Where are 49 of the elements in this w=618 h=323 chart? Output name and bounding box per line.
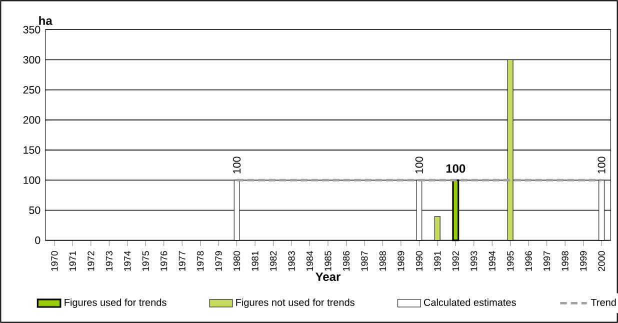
x-tick-label: 1986 [342,251,350,271]
y-tick-label: 350 [23,26,40,34]
x-tick-label: 1975 [142,251,149,271]
y-tick-label: 0 [35,236,40,244]
x-axis-title: Year [316,272,341,282]
x-tick-label: 1979 [215,251,222,271]
x-tick-label: 1994 [488,251,496,271]
x-tick-label: 1985 [324,251,332,271]
x-tick-label: 1981 [252,251,258,271]
x-tick-label: 1997 [544,251,550,271]
data-label: 100 [415,156,423,174]
x-tick-label: 1977 [178,251,186,271]
x-tick-label: 1976 [160,251,168,271]
x-tick-label: 1980 [234,251,240,271]
x-tick-label: 1982 [270,251,277,271]
legend-label: Trend [590,298,616,306]
data-label: 100 [598,156,606,174]
y-tick-label: 200 [23,116,40,124]
y-tick-label: 250 [23,86,40,94]
legend-label: Calculated estimates [424,298,516,306]
x-tick-label: 2000 [598,251,605,272]
x-tick-label: 1984 [306,251,314,271]
x-tick-label: 1972 [88,251,94,271]
x-tick-label: 1978 [197,251,204,271]
x-tick-label: 1971 [69,251,76,271]
x-tick-label: 1974 [124,251,131,271]
x-tick-label: 1990 [416,251,422,271]
x-tick-label: 1993 [470,251,478,271]
x-tick-label: 1999 [580,251,587,271]
x-tick-label: 1987 [361,251,368,271]
x-tick-label: 1983 [288,251,295,271]
data-label: 100 [233,156,241,174]
x-tick-label: 1998 [562,251,568,271]
y-axis-title: ha [39,16,52,25]
y-tick-label: 50 [29,206,40,214]
x-tick-label: 1995 [507,251,514,271]
y-tick-label: 100 [24,176,40,184]
data-label: 100 [446,164,466,173]
x-tick-label: 1996 [525,251,532,271]
legend-label: Figures not used for trends [236,298,354,308]
x-tick-label: 1991 [434,251,441,271]
x-tick-label: 1992 [452,251,459,271]
y-tick-label: 300 [23,56,40,64]
x-tick-label: 1970 [51,251,58,271]
legend-label: Figures used for trends [64,298,166,308]
x-tick-label: 1989 [398,251,404,271]
x-tick-label: 1988 [379,251,386,271]
x-tick-label: 1973 [106,251,112,271]
y-tick-label: 150 [24,146,40,154]
